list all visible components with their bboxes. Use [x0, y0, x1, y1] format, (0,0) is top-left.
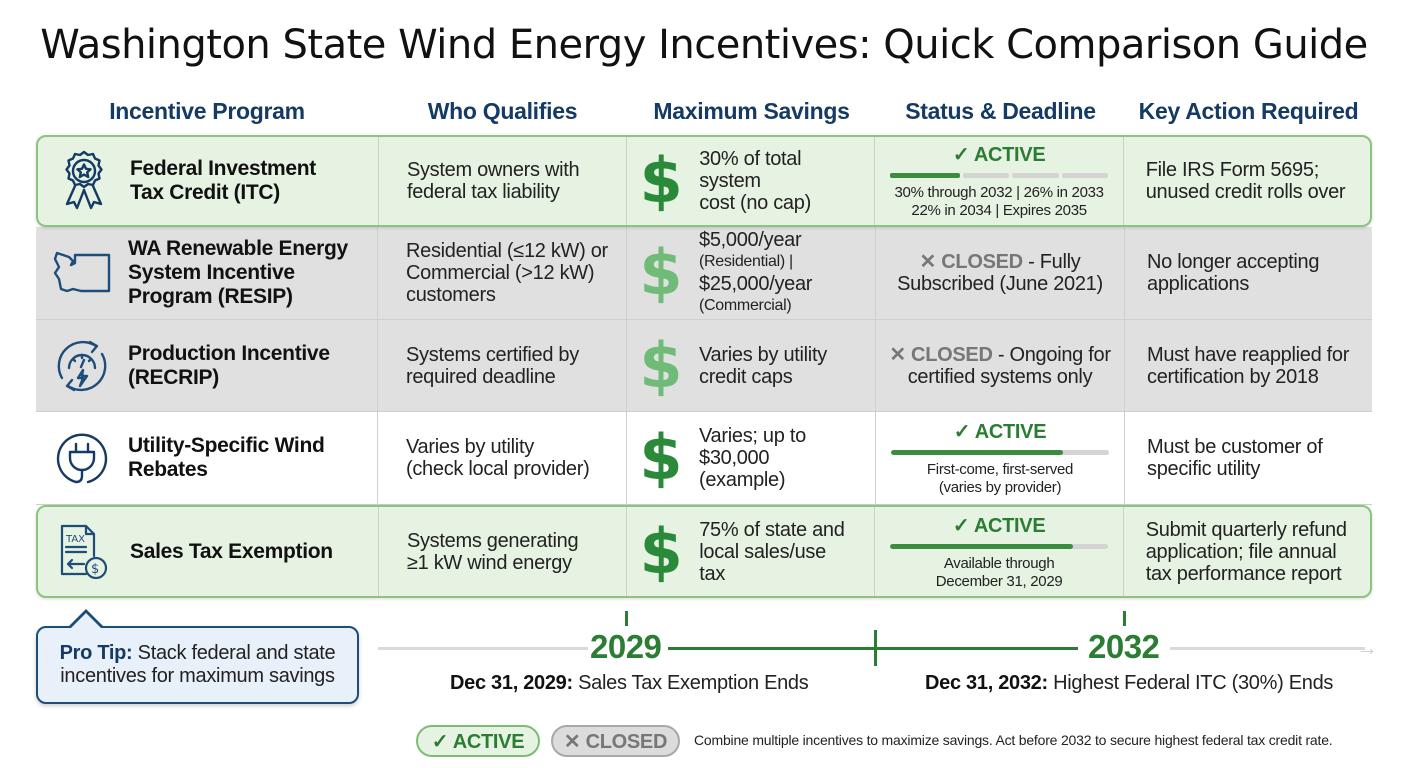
table-row: Production Incentive (RECRIP) Systems cer… — [36, 320, 1372, 412]
status-cell: ✓ ACTIVE Available through December 31, 2… — [875, 507, 1124, 596]
status-cell: ✓ ACTIVE First-come, first-served (varies… — [876, 412, 1125, 504]
timeline-year-2029: 2029 — [590, 628, 662, 665]
savings-cell: $ 30% of total system cost (no cap) — [627, 137, 876, 225]
timeline-line-future — [1170, 647, 1365, 650]
dollar-icon: $ — [639, 421, 683, 494]
program-cell: Federal Investment Tax Credit (ITC) — [38, 137, 379, 225]
table-row: TAX $ Sales Tax Exemption Systems genera… — [36, 505, 1372, 598]
column-header-program: Incentive Program — [109, 98, 305, 124]
timeline-midpoint-tick — [874, 630, 877, 666]
status-badge-active: ✓ ACTIVE — [952, 514, 1046, 537]
qualifies-cell: Residential (≤12 kW) or Commercial (>12 k… — [378, 227, 627, 319]
pro-tip-label: Pro Tip: — [59, 642, 133, 664]
dollar-icon: $ — [639, 328, 683, 402]
power-plug-icon — [50, 426, 114, 490]
qualifies-cell: Systems certified by required deadline — [378, 320, 627, 411]
pro-tip-callout: Pro Tip: Stack federal and state incenti… — [36, 626, 359, 704]
table-row: WA Renewable Energy System Incentive Progr… — [36, 227, 1372, 320]
timeline-tick-2029 — [625, 611, 628, 626]
qualifies-cell: System owners with federal tax liability — [379, 137, 628, 225]
action-cell: No longer accepting applications — [1147, 251, 1320, 295]
status-badge-active: ✓ ACTIVE — [952, 144, 1046, 166]
program-name: Production Incentive (RECRIP) — [128, 341, 330, 389]
status-cell: ✕ CLOSED - Fully Subscribed (June 2021) — [876, 227, 1125, 319]
washington-state-outline-icon — [50, 241, 114, 305]
dollar-icon: $ — [639, 514, 683, 588]
x-icon: ✕ — [919, 251, 937, 273]
action-cell: Must be customer of specific utility — [1147, 436, 1323, 480]
check-icon: ✓ — [952, 144, 970, 166]
savings-cell: $ Varies; up to $30,000 (example) — [627, 412, 876, 504]
program-cell: Utility-Specific Wind Rebates — [36, 412, 378, 504]
timeline-line-active — [668, 647, 1078, 650]
program-name: Sales Tax Exemption — [130, 539, 333, 563]
legend-note: Combine multiple incentives to maximize … — [694, 732, 1333, 748]
availability-progress-bar — [890, 543, 1109, 549]
program-cell: Production Incentive (RECRIP) — [36, 320, 378, 411]
page-title: Washington State Wind Energy Incentives:… — [40, 22, 1368, 68]
savings-cell: $ $5,000/year (Residential) | $25,000/year… — [627, 227, 876, 319]
svg-text:TAX: TAX — [65, 534, 85, 545]
column-header-action: Key Action Required — [1138, 98, 1359, 124]
column-header-status: Status & Deadline — [905, 98, 1096, 124]
table-row: Federal Investment Tax Credit (ITC) Syste… — [36, 135, 1372, 227]
program-cell: WA Renewable Energy System Incentive Progr… — [36, 227, 378, 319]
timeline-line-past — [378, 647, 588, 650]
column-header-savings: Maximum Savings — [653, 98, 850, 124]
status-badge-active: ✓ ACTIVE — [953, 421, 1047, 443]
dollar-icon: $ — [639, 236, 683, 309]
timeline-tick-2032 — [1123, 611, 1126, 626]
column-header-qualifies: Who Qualifies — [427, 98, 578, 124]
program-cell: TAX $ Sales Tax Exemption — [38, 507, 379, 596]
legend-closed-badge: ✕ CLOSED — [551, 725, 680, 757]
timeline-year-2032: 2032 — [1088, 628, 1160, 665]
rate-step-bar — [890, 173, 1109, 178]
legend-active-badge: ✓ ACTIVE — [416, 725, 540, 757]
program-name: WA Renewable Energy System Incentive Progr… — [128, 237, 348, 308]
savings-cell: $ 75% of state and local sales/use tax — [627, 507, 876, 596]
check-icon: ✓ — [952, 514, 970, 537]
column-headers: Incentive Program Who Qualifies Maximum … — [36, 98, 1372, 128]
check-icon: ✓ — [953, 421, 971, 443]
tax-document-dollar-icon: TAX $ — [52, 520, 116, 584]
timeline-event-2029: Dec 31, 2029: Sales Tax Exemption Ends — [450, 672, 809, 694]
x-icon: ✕ — [889, 343, 906, 366]
svg-text:$: $ — [91, 562, 99, 577]
availability-progress-bar — [891, 450, 1109, 455]
table-row: Utility-Specific Wind Rebates Varies by u… — [36, 412, 1372, 505]
timeline-event-2032: Dec 31, 2032: Highest Federal ITC (30%) … — [925, 672, 1334, 694]
status-cell: ✕ CLOSED - Ongoing for certified systems… — [876, 320, 1125, 411]
award-ribbon-icon — [52, 149, 116, 213]
dollar-icon: $ — [639, 144, 683, 217]
status-cell: ✓ ACTIVE 30% through 2032 | 26% in 2033 2… — [875, 137, 1124, 225]
action-cell: Must have reapplied for certification by … — [1147, 343, 1350, 388]
action-cell: File IRS Form 5695; unused credit rolls o… — [1145, 159, 1346, 203]
status-badge-closed: ✕ CLOSED - Fully Subscribed (June 2021) — [897, 251, 1103, 295]
program-name: Federal Investment Tax Credit (ITC) — [130, 157, 316, 204]
qualifies-cell: Varies by utility (check local provider) — [378, 412, 627, 504]
action-cell: Submit quarterly refund application; file… — [1145, 518, 1347, 585]
qualifies-cell: Systems generating ≥1 kW wind energy — [379, 507, 628, 596]
timeline-arrow-icon: → — [1356, 635, 1378, 660]
status-badge-closed: ✕ CLOSED - Ongoing for certified systems… — [889, 343, 1111, 388]
savings-cell: $ Varies by utility credit caps — [627, 320, 876, 411]
gauge-lightning-cycle-icon — [50, 334, 114, 398]
incentives-table: Federal Investment Tax Credit (ITC) Syste… — [36, 135, 1372, 598]
program-name: Utility-Specific Wind Rebates — [128, 434, 325, 481]
